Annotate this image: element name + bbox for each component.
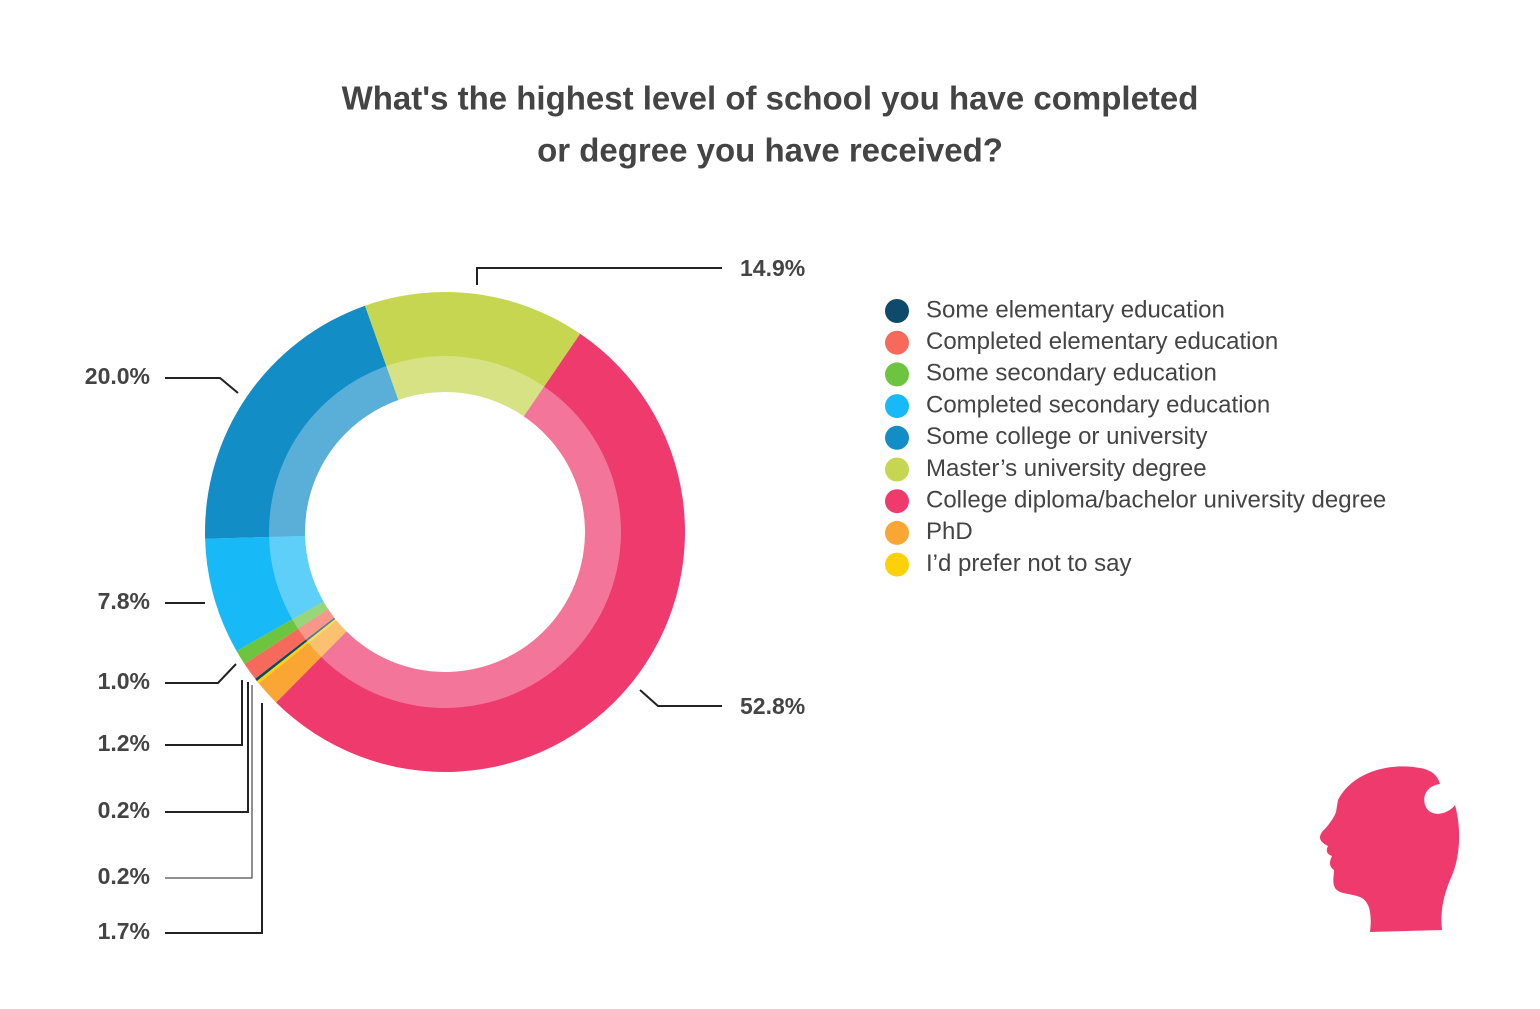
logo-head — [1320, 766, 1460, 932]
value-label: 1.7% — [98, 918, 150, 944]
leader-line — [165, 703, 263, 934]
legend-label: Some college or university — [926, 423, 1207, 450]
leader-line — [639, 689, 722, 707]
legend-swatch — [885, 394, 909, 419]
value-label: 0.2% — [98, 863, 150, 889]
slice — [205, 305, 399, 539]
legend-label: I’d prefer not to say — [926, 550, 1131, 577]
slice-outer — [365, 292, 581, 417]
legend-label: Completed elementary education — [926, 328, 1278, 355]
legend-label: College diploma/bachelor university degr… — [926, 487, 1386, 514]
value-label: 14.9% — [740, 255, 805, 281]
leader-line — [165, 377, 239, 394]
legend-label: Completed secondary education — [926, 391, 1270, 418]
slice — [256, 618, 337, 684]
slice-inner-band — [321, 386, 621, 708]
legend-label: Master’s university degree — [926, 455, 1207, 482]
legend-label: Some elementary education — [926, 296, 1225, 323]
value-label: 1.2% — [98, 730, 150, 756]
value-label: 1.0% — [98, 668, 150, 694]
slice-inner-band — [305, 617, 336, 642]
legend-swatch — [885, 457, 909, 482]
value-label: 20.0% — [85, 363, 150, 389]
leader-line — [165, 685, 253, 879]
slice-outer — [236, 601, 329, 664]
legend-swatch — [885, 520, 909, 545]
slice-inner-band — [269, 535, 324, 620]
legend-swatch — [885, 552, 909, 577]
value-label: 0.2% — [98, 797, 150, 823]
slice-outer — [205, 535, 324, 652]
legend-swatch — [885, 425, 909, 450]
legend: Some elementary education Completed eleme… — [885, 296, 1386, 577]
slice-outer — [255, 617, 336, 682]
slice-outer — [256, 618, 337, 684]
slice — [255, 617, 336, 682]
slice-outer — [244, 608, 335, 679]
slice-inner-band — [297, 608, 335, 640]
legend-swatch — [885, 330, 909, 355]
slice — [365, 292, 581, 417]
legend-swatch — [885, 362, 909, 387]
legend-label: PhD — [926, 518, 973, 545]
slice-inner-band — [269, 366, 399, 537]
value-label: 52.8% — [740, 693, 805, 719]
value-labels: 0.2% 1.2% 1.0% 7.8% 20.0% 14.9% 52.8% 1.7% 0.2% — [85, 255, 805, 944]
legend-label: Some secondary education — [926, 360, 1217, 387]
slice-inner-band — [307, 618, 337, 644]
slice-outer — [276, 333, 685, 772]
donut — [205, 292, 685, 772]
leader-line — [165, 663, 237, 684]
value-label: 7.8% — [98, 588, 150, 614]
slice-inner-band — [308, 620, 347, 658]
slice — [258, 620, 347, 703]
slice — [236, 601, 329, 664]
slice — [244, 608, 335, 679]
leader-line — [165, 682, 249, 813]
legend-swatch — [885, 299, 909, 323]
slice-inner-band — [386, 356, 545, 417]
chart-title: or degree you have received? — [537, 132, 1003, 169]
slice — [276, 333, 685, 772]
legend-swatch — [885, 489, 909, 514]
slice-inner-band — [292, 601, 329, 629]
leader-line — [476, 267, 722, 285]
leader-line — [165, 680, 243, 746]
chart-title: What's the highest level of school you h… — [342, 80, 1199, 117]
slice — [205, 535, 324, 652]
slice-outer — [205, 305, 399, 539]
slice-outer — [258, 620, 347, 703]
